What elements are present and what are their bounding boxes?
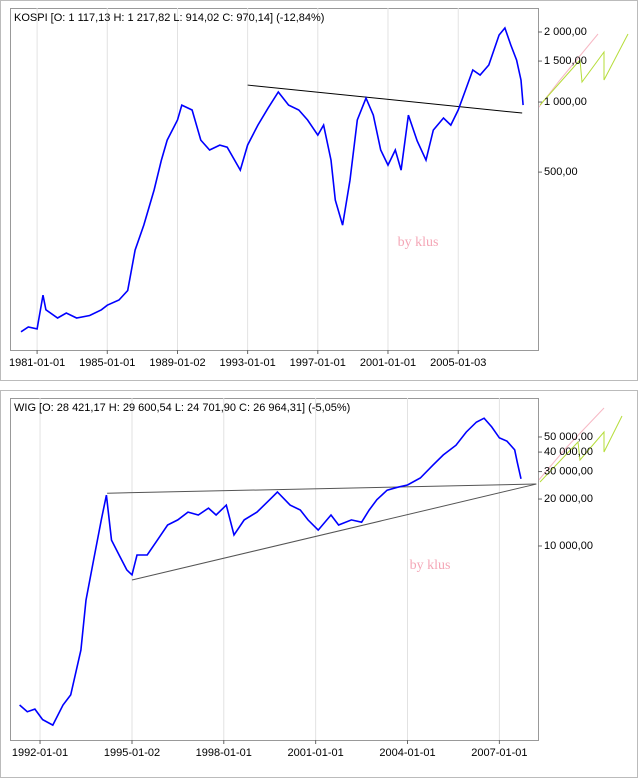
- x-tick-label: 1995-01-02: [104, 747, 160, 759]
- x-tick-label: 1993-01-01: [219, 357, 275, 369]
- y-tick-label: 2 000,00: [544, 26, 587, 38]
- x-tick-label: 1992-01-01: [12, 747, 68, 759]
- x-tick-label: 1998-01-01: [196, 747, 252, 759]
- chart-title: KOSPI [O: 1 117,13 H: 1 217,82 L: 914,02…: [14, 12, 324, 24]
- x-tick-label: 2004-01-01: [379, 747, 435, 759]
- y-tick-label: 1 500,00: [544, 55, 587, 67]
- decor-line: [539, 33, 629, 106]
- y-tick-label: 30 000,00: [544, 465, 593, 477]
- x-tick-label: 1989-01-02: [149, 357, 205, 369]
- watermark: by klus: [410, 558, 451, 573]
- y-tick-label: 10 000,00: [544, 540, 593, 552]
- decor-line: [531, 407, 605, 489]
- trend-line: [107, 483, 537, 494]
- plot-area: [10, 8, 539, 351]
- price-line: [19, 417, 522, 727]
- x-tick-label: 2001-01-01: [360, 357, 416, 369]
- x-tick-label: 1981-01-01: [9, 357, 65, 369]
- x-tick-label: 2007-01-01: [471, 747, 527, 759]
- x-tick-label: 1997-01-01: [290, 357, 346, 369]
- y-tick-label: 20 000,00: [544, 493, 593, 505]
- decor-line: [539, 415, 623, 483]
- price-line: [20, 26, 524, 333]
- watermark: by klus: [398, 235, 439, 250]
- y-tick-label: 50 000,00: [544, 431, 593, 443]
- x-tick-label: 2001-01-01: [288, 747, 344, 759]
- x-tick-label: 1985-01-01: [79, 357, 135, 369]
- y-tick-label: 1 000,00: [544, 96, 587, 108]
- plot-area: [10, 398, 539, 741]
- y-tick-label: 40 000,00: [544, 446, 593, 458]
- y-tick-label: 500,00: [544, 166, 578, 178]
- x-tick-label: 2005-01-03: [430, 357, 486, 369]
- trend-line: [247, 84, 523, 114]
- trend-line: [131, 483, 537, 581]
- chart-title: WIG [O: 28 421,17 H: 29 600,54 L: 24 701…: [14, 402, 350, 414]
